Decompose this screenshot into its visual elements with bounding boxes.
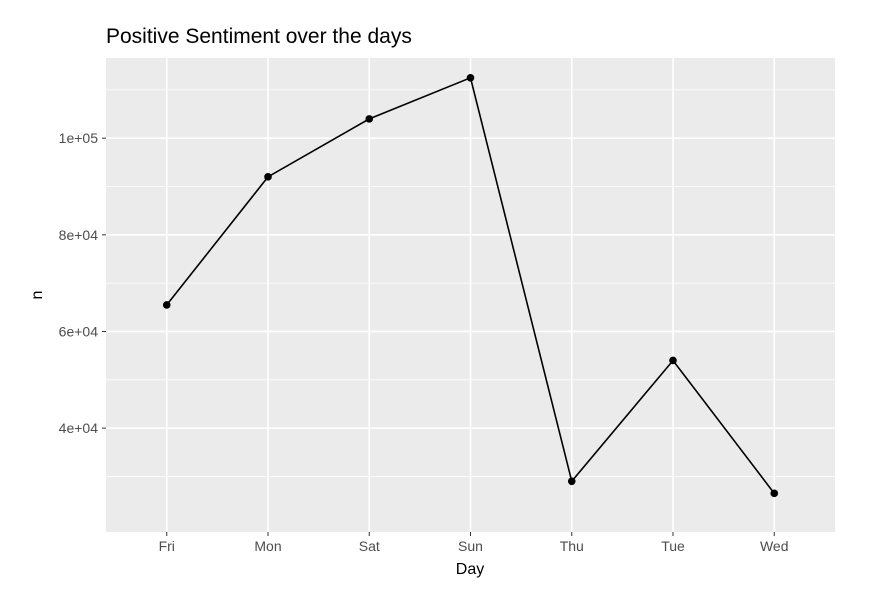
x-tick-label-5: Tue xyxy=(661,538,685,554)
x-tick-label-1: Mon xyxy=(254,538,281,554)
x-tick-label-0: Fri xyxy=(159,538,175,554)
x-axis-ticks: Fri Mon Sat Sun Thu Tue Wed xyxy=(159,532,789,554)
x-axis-title: Day xyxy=(456,561,484,578)
major-gridlines xyxy=(106,58,835,532)
data-point-thu xyxy=(567,477,576,486)
data-point-sat xyxy=(365,115,374,123)
data-point-tue xyxy=(669,356,677,365)
y-tick-label-0: 4e+04 xyxy=(59,420,99,436)
data-point-fri xyxy=(162,301,171,309)
data-point-mon xyxy=(264,173,272,181)
chart-title: Positive Sentiment over the days xyxy=(106,25,412,48)
x-tick-label-2: Sat xyxy=(359,538,380,554)
y-axis-title: n xyxy=(29,291,46,300)
x-tick-label-3: Sun xyxy=(458,538,483,554)
data-point-sun xyxy=(466,74,475,82)
x-tick-label-6: Wed xyxy=(760,538,789,554)
y-tick-label-3: 1e+05 xyxy=(59,130,99,146)
data-point-wed xyxy=(770,489,779,498)
data-series xyxy=(162,74,779,498)
y-axis-ticks: 4e+04 6e+04 8e+04 1e+05 xyxy=(59,130,106,436)
y-tick-label-1: 6e+04 xyxy=(59,323,99,339)
y-tick-label-2: 8e+04 xyxy=(59,227,99,243)
x-tick-label-4: Thu xyxy=(560,538,584,554)
